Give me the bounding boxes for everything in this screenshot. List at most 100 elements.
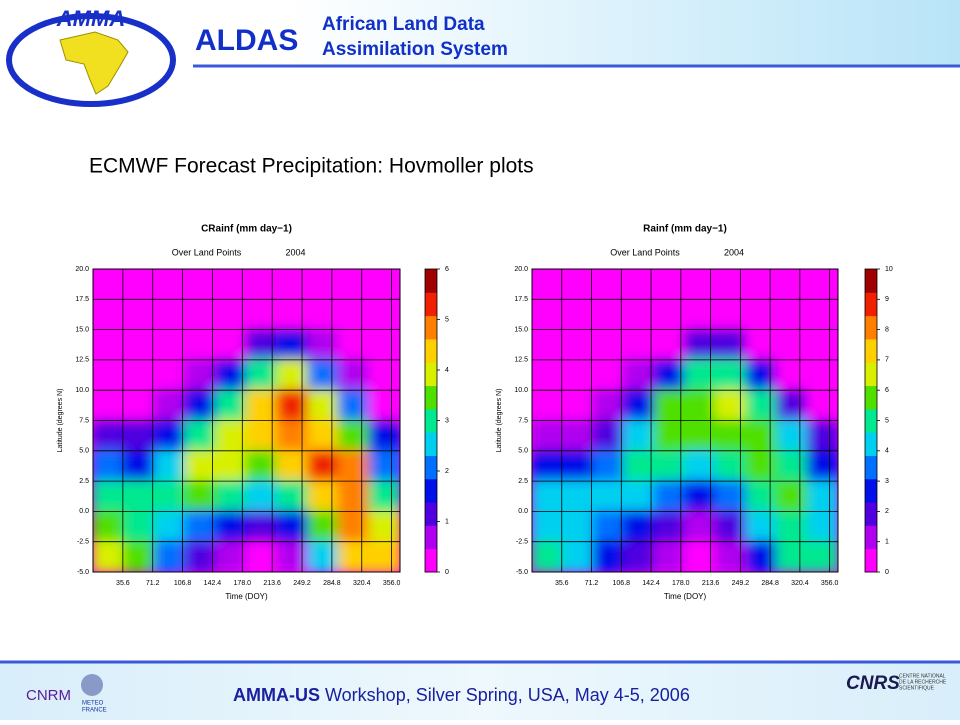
cell [153,389,187,422]
cell [775,449,809,483]
cell [532,449,564,483]
colorbar-swatch [425,269,437,293]
meteo-logo: FRANCE [82,708,107,714]
cell [806,449,838,483]
cell [592,510,626,543]
cell [561,510,595,543]
cell [592,328,626,361]
cell [622,389,656,422]
cell [683,389,717,422]
cell [653,510,687,543]
cell [276,419,309,452]
cell [561,269,595,301]
cell [775,480,809,513]
y-tick-label: 2.5 [518,478,528,485]
cell [184,389,217,422]
cell [215,480,248,513]
footer-band [0,662,960,720]
cell [276,269,309,301]
cnrm-logo: CNRM [26,687,71,704]
x-tick-label: 178.0 [234,580,252,587]
cell [337,389,371,422]
header-line: African Land Data [322,14,485,35]
cell [215,540,248,572]
cell [653,389,687,422]
y-tick-label: 0.0 [518,508,528,515]
colorbar-swatch [865,432,877,456]
cell [683,328,717,361]
cnrs-caption: SCIENTIFIQUE [899,685,935,691]
cell [561,419,595,452]
cell [93,419,125,452]
cell [806,480,838,513]
cell [276,480,309,513]
x-tick-label: 356.0 [383,580,401,587]
cell [337,540,371,572]
colorbar-label: 0 [885,569,889,576]
logo-africa [59,31,129,95]
cell [184,358,217,392]
cell [714,449,748,483]
cell [215,328,248,361]
colorbar-swatch [865,502,877,526]
cell [245,358,278,392]
cell [122,480,156,513]
cnrs-caption: CENTRE NATIONAL [899,673,946,679]
cell [683,510,717,543]
cell [775,358,809,392]
cell [307,298,341,331]
cell [276,389,309,422]
plot-area [93,269,400,572]
cell [122,389,156,422]
cell [561,389,595,422]
chart-year: 2004 [724,247,744,257]
cell [215,389,248,422]
cell [561,480,595,513]
x-tick-label: 71.2 [585,580,599,587]
y-tick-label: 0.0 [79,508,89,515]
y-tick-label: 15.0 [514,326,528,333]
cell [532,419,564,452]
cell [653,540,687,572]
cell [245,328,278,361]
cell [532,510,564,543]
y-tick-label: -2.5 [77,539,89,546]
x-tick-label: 106.8 [613,580,631,587]
cells [532,269,838,572]
y-axis-title: Latitude (degrees N) [57,389,64,453]
cell [184,328,217,361]
x-tick-label: 284.8 [761,580,779,587]
cell [122,419,156,452]
cell [561,328,595,361]
cell [276,358,309,392]
cell [806,510,838,543]
x-tick-label: 71.2 [146,580,160,587]
x-tick-label: 35.6 [555,580,569,587]
colorbar-label: 7 [885,357,889,364]
cell [714,419,748,452]
y-tick-label: -2.5 [516,539,528,546]
colorbar-swatch [865,338,877,363]
cell [276,540,309,572]
colorbar-label: 1 [445,518,449,525]
x-tick-label: 356.0 [821,580,839,587]
cell [592,358,626,392]
meteo-logo-mark [81,674,103,696]
cell [307,540,341,572]
x-axis-title: Time (DOY) [225,592,268,601]
colorbar-swatch [865,548,877,573]
cell [276,328,309,361]
cell [622,419,656,452]
colorbar-swatch [425,338,437,363]
cell [93,389,125,422]
cell [622,298,656,331]
cell [714,389,748,422]
cell [122,540,156,572]
colorbar-swatch [865,478,877,503]
cell [307,269,341,301]
cell [184,419,217,452]
chart-subtitle: Over Land Points [610,247,680,257]
cell [806,540,838,572]
cell [245,419,278,452]
